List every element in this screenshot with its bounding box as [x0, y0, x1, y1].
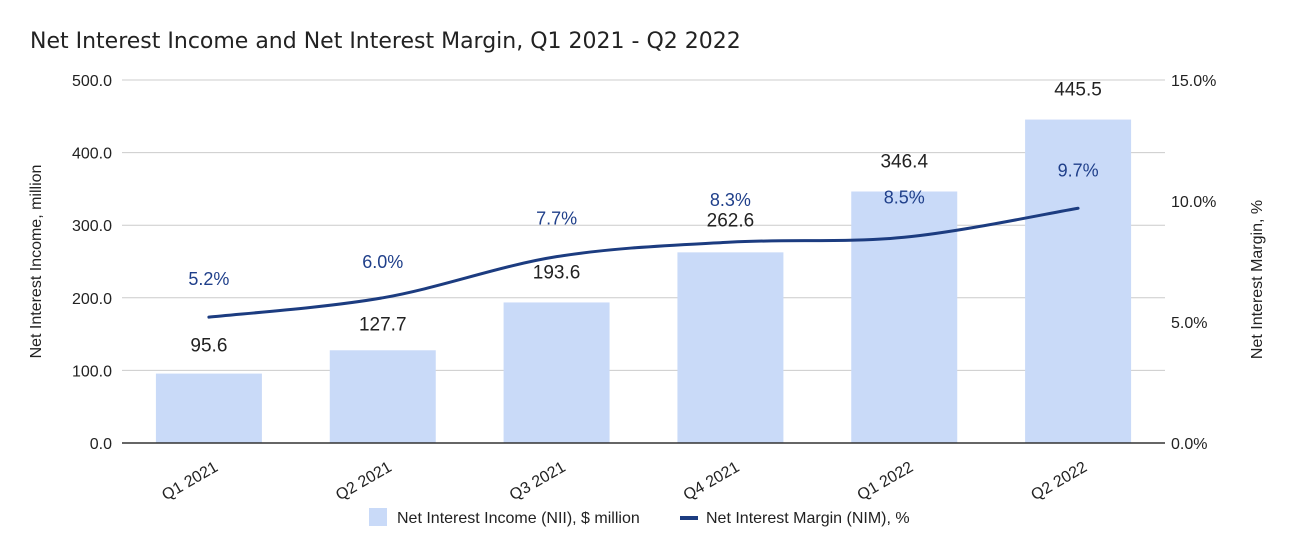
nim-data-label: 9.7% [1058, 160, 1099, 180]
legend-label-nim: Net Interest Margin (NIM), % [706, 510, 910, 527]
y-left-tick-label: 100.0 [72, 363, 112, 380]
nii-data-label: 95.6 [190, 336, 227, 357]
y-left-tick-label: 500.0 [72, 73, 112, 90]
gridlines [122, 79, 1165, 371]
legend: Net Interest Income (NII), $ million Net … [369, 508, 910, 527]
y-left-tick-label: 400.0 [72, 146, 112, 163]
nim-data-label: 8.3% [710, 190, 751, 210]
x-tick-label: Q4 2021 [681, 459, 743, 504]
nii-bar [155, 373, 262, 443]
nii-bar [851, 191, 958, 443]
nii-data-label: 262.6 [707, 210, 755, 231]
nim-line-group [207, 206, 1080, 319]
nim-data-label: 8.5% [884, 187, 925, 207]
nii-data-label: 445.5 [1054, 80, 1102, 101]
y-right-tick-label: 10.0% [1171, 194, 1216, 211]
y-right-axis-title: Net Interest Margin, % [1249, 200, 1266, 359]
legend-swatch-nii [369, 508, 387, 526]
y-right-tick-label: 5.0% [1171, 315, 1207, 332]
nim-data-label: 5.2% [188, 269, 229, 289]
nii-bar [329, 350, 436, 443]
chart-title: Net Interest Income and Net Interest Mar… [30, 29, 741, 54]
y-left-tick-label: 300.0 [72, 218, 112, 235]
nii-bar [677, 252, 784, 443]
y-right-tick-label: 0.0% [1171, 436, 1207, 453]
y-right-tick-label: 15.0% [1171, 73, 1216, 90]
nii-bar [503, 302, 610, 443]
nii-bar [1025, 119, 1132, 443]
y-left-tick-label: 200.0 [72, 291, 112, 308]
nii-data-label: 346.4 [880, 152, 928, 173]
nii-data-label: 127.7 [359, 314, 407, 335]
x-tick-label: Q3 2021 [507, 459, 569, 504]
x-tick-label: Q2 2022 [1028, 459, 1090, 504]
x-tick-label: Q1 2022 [855, 459, 917, 504]
y-left-axis-title: Net Interest Income, million [28, 165, 45, 359]
nii-data-label: 193.6 [533, 262, 581, 283]
nim-data-label: 6.0% [362, 252, 403, 272]
data-labels: 5.2% 6.0% 7.7% 8.3% 8.5% 9.7% 95.6 127.7 193.6 26… [188, 80, 1101, 357]
nim-line [207, 206, 1080, 319]
legend-label-nii: Net Interest Income (NII), $ million [397, 510, 640, 527]
nii-bars [155, 119, 1132, 443]
nim-data-label: 7.7% [536, 209, 577, 229]
x-tick-label: Q2 2021 [333, 459, 395, 504]
y-left-tick-label: 0.0 [90, 436, 112, 453]
x-tick-label: Q1 2021 [159, 459, 221, 504]
